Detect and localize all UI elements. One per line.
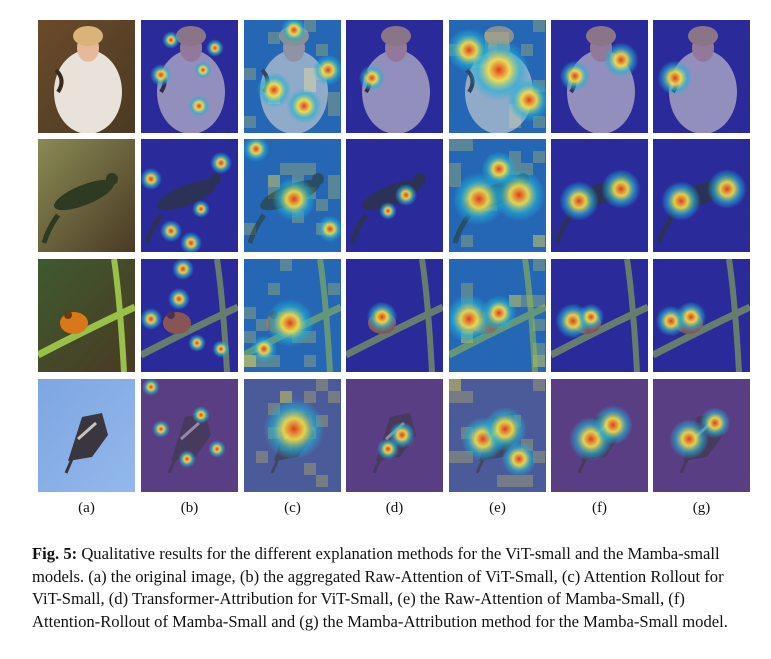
image-r1-e xyxy=(449,20,546,133)
column-label-a: (a) xyxy=(78,500,95,516)
image-r4-b xyxy=(141,379,238,492)
column-label-b: (b) xyxy=(180,500,199,516)
column-label-d: (d) xyxy=(385,500,404,516)
figure-caption: Fig. 5: Qualitative results for the diff… xyxy=(32,543,744,633)
figure-grid xyxy=(38,20,750,496)
column-label-g: (g) xyxy=(692,500,711,516)
image-r1-g xyxy=(653,20,750,133)
image-r3-b xyxy=(141,259,238,372)
image-r3-f xyxy=(551,259,648,372)
column-labels: (a) (b) (c) (d) (e) (f) (g) xyxy=(38,500,750,526)
image-r2-b xyxy=(141,139,238,252)
column-label-c: (c) xyxy=(284,500,301,516)
image-r4-c xyxy=(244,379,341,492)
caption-label: Fig. 5: xyxy=(32,544,78,563)
image-r3-e xyxy=(449,259,546,372)
image-r3-a xyxy=(38,259,135,372)
image-r4-d xyxy=(346,379,443,492)
image-r2-g xyxy=(653,139,750,252)
column-label-f: (f) xyxy=(592,500,607,516)
image-r2-e xyxy=(449,139,546,252)
image-r2-c xyxy=(244,139,341,252)
image-r4-g xyxy=(653,379,750,492)
image-r3-c xyxy=(244,259,341,372)
image-r3-d xyxy=(346,259,443,372)
image-r3-g xyxy=(653,259,750,372)
image-r2-a xyxy=(38,139,135,252)
column-label-e: (e) xyxy=(489,500,506,516)
image-r4-f xyxy=(551,379,648,492)
image-r2-f xyxy=(551,139,648,252)
image-r1-f xyxy=(551,20,648,133)
image-r2-d xyxy=(346,139,443,252)
image-r4-a xyxy=(38,379,135,492)
image-r1-a xyxy=(38,20,135,133)
image-r4-e xyxy=(449,379,546,492)
image-r1-c xyxy=(244,20,341,133)
image-r1-d xyxy=(346,20,443,133)
image-r1-b xyxy=(141,20,238,133)
caption-text: Qualitative results for the different ex… xyxy=(32,544,728,631)
